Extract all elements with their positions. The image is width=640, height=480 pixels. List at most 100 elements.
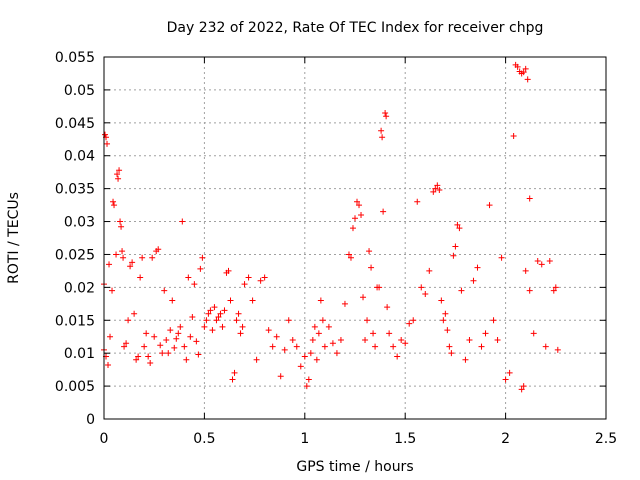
data-point	[253, 356, 260, 363]
data-point	[502, 376, 509, 383]
data-point	[303, 383, 310, 390]
data-point	[444, 327, 451, 334]
data-point	[366, 248, 373, 255]
data-point	[197, 265, 204, 272]
data-point	[109, 287, 116, 294]
data-point	[195, 351, 202, 358]
data-point	[131, 310, 138, 317]
data-point	[139, 254, 146, 261]
data-point	[173, 335, 180, 342]
data-point	[390, 343, 397, 350]
data-point	[546, 258, 553, 265]
data-point	[157, 342, 164, 349]
data-point	[554, 346, 561, 353]
data-point	[151, 333, 158, 340]
data-point	[116, 167, 123, 174]
data-point	[414, 198, 421, 205]
data-point	[384, 304, 391, 311]
data-point	[201, 323, 208, 330]
data-point	[155, 246, 162, 253]
data-point	[482, 330, 489, 337]
data-point	[165, 350, 172, 357]
data-point	[106, 261, 113, 268]
data-point	[426, 267, 433, 274]
data-point	[167, 327, 174, 334]
data-point	[448, 350, 455, 357]
data-point	[356, 202, 363, 209]
data-point	[474, 264, 481, 271]
data-point	[438, 297, 445, 304]
data-point	[394, 353, 401, 360]
data-point	[141, 343, 148, 350]
data-point	[402, 340, 409, 347]
data-point	[257, 277, 264, 284]
y-tick-label: 0.05	[64, 83, 95, 99]
data-point	[147, 360, 154, 367]
data-point	[179, 218, 186, 225]
data-point	[189, 313, 196, 320]
data-point	[111, 202, 118, 209]
data-point	[454, 221, 461, 228]
data-point	[241, 281, 248, 288]
data-point	[506, 369, 513, 376]
data-point	[249, 297, 256, 304]
data-point	[347, 254, 354, 261]
data-point	[349, 225, 356, 232]
data-point	[305, 376, 312, 383]
data-point	[406, 320, 413, 327]
data-point	[105, 362, 112, 369]
data-point	[376, 284, 383, 291]
data-point	[125, 317, 132, 324]
data-point	[121, 343, 128, 350]
data-point	[171, 344, 178, 351]
data-point	[422, 290, 429, 297]
data-point	[265, 327, 272, 334]
data-point	[452, 243, 459, 250]
data-point	[345, 251, 352, 258]
data-point	[118, 223, 125, 230]
data-point	[398, 337, 405, 344]
data-point	[281, 346, 288, 353]
data-point	[277, 373, 284, 380]
data-point	[498, 254, 505, 261]
data-point	[440, 317, 447, 324]
data-point	[379, 134, 386, 141]
data-point	[289, 337, 296, 344]
data-point	[123, 340, 130, 347]
data-point	[149, 254, 156, 261]
data-point	[432, 185, 439, 192]
data-point	[307, 350, 314, 357]
data-point	[229, 376, 236, 383]
data-point	[181, 343, 188, 350]
data-point	[114, 171, 121, 178]
data-point	[524, 76, 531, 83]
x-tick-label: 0	[100, 431, 109, 447]
data-point	[520, 69, 527, 76]
data-point	[297, 363, 304, 370]
y-tick-labels: 0 0.005 0.01 0.015 0.02 0.025 0.03 0.035 0.04 0.0…	[55, 50, 95, 428]
data-point	[127, 263, 134, 270]
data-point	[383, 113, 390, 120]
data-point	[209, 327, 216, 334]
data-point	[352, 215, 358, 222]
x-tick-labels: 0 0.5 1 1.5 2 2.5	[100, 431, 618, 447]
data-point	[309, 337, 316, 344]
data-point	[211, 304, 218, 311]
data-point	[235, 310, 242, 317]
data-point	[382, 109, 389, 116]
y-tick-label: 0.03	[64, 215, 95, 231]
y-tick-label: 0.005	[55, 379, 95, 395]
data-point	[319, 317, 326, 324]
data-point	[386, 330, 393, 337]
data-point	[161, 287, 168, 294]
data-point	[354, 198, 361, 205]
data-point	[213, 317, 220, 324]
data-point	[293, 343, 300, 350]
data-point	[199, 254, 206, 261]
y-tick-label: 0.025	[55, 247, 95, 263]
data-point	[358, 211, 365, 218]
data-point	[115, 175, 122, 182]
data-point	[261, 274, 268, 281]
data-point	[205, 310, 212, 317]
